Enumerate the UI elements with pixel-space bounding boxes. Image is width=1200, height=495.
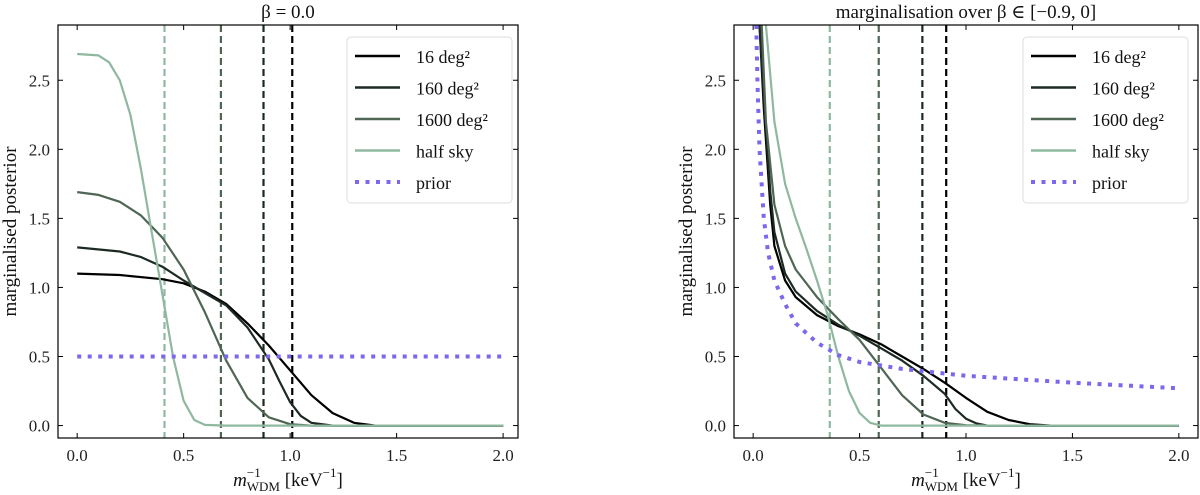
y-tick-label: 0.0	[705, 417, 726, 436]
legend-label-1: 160 deg²	[1092, 79, 1155, 99]
legend-label-4: prior	[416, 173, 451, 193]
y-tick-label: 0.0	[29, 417, 50, 436]
legend: 16 deg² 160 deg² 1600 deg² half sky prior	[1022, 36, 1189, 204]
y-tick-label: 1.0	[29, 278, 50, 297]
series-line-1	[758, 25, 1179, 427]
legend-box	[346, 36, 513, 204]
legend-label-0: 16 deg²	[416, 47, 470, 67]
x-label-unit-sup: −1	[323, 465, 337, 480]
y-tick-label: 1.5	[29, 209, 50, 228]
y-tick-label: 1.0	[705, 278, 726, 297]
series-line-0	[758, 25, 1179, 427]
x-label-close: ]	[1015, 470, 1021, 491]
x-label-unit-sup: −1	[1001, 465, 1015, 480]
x-tick-label: 1.0	[280, 446, 301, 465]
y-tick-label: 2.0	[29, 140, 50, 159]
x-label-close: ]	[337, 470, 343, 491]
x-label-symbol: m	[911, 470, 925, 491]
x-tick-label: 1.0	[955, 446, 976, 465]
series-line-0	[77, 272, 504, 427]
chart-panel-0: 0.0 0.5 1.0 1.5 2.0 0.0 0.5 1.0 1.5 2.0 2.5 β = 0.0…	[0, 2, 519, 494]
x-label-sub: WDM	[925, 479, 959, 494]
series-line-1	[77, 246, 504, 427]
x-tick-label: 0.0	[67, 446, 88, 465]
x-tick-label: 2.0	[492, 446, 513, 465]
x-axis-label: m−1 WDM [keV−1]	[911, 465, 1021, 494]
y-tick-label: 0.5	[705, 348, 726, 367]
legend-box	[1022, 36, 1189, 204]
x-label-sup: −1	[247, 465, 261, 480]
chart-title: β = 0.0	[261, 2, 315, 23]
y-tick-label: 0.5	[29, 348, 50, 367]
plot-area	[754, 25, 1179, 438]
x-label-sub: WDM	[247, 479, 281, 494]
x-label-symbol: m	[233, 470, 247, 491]
series-line-3	[764, 25, 1179, 427]
legend-label-4: prior	[1092, 173, 1127, 193]
series-line-2	[760, 25, 1179, 427]
y-tick-label: 1.5	[705, 209, 726, 228]
x-axis-label: m−1 WDM [keV−1]	[233, 465, 343, 494]
legend-label-1: 160 deg²	[416, 79, 479, 99]
axes-frame	[57, 24, 519, 439]
y-tick-label: 2.5	[29, 71, 50, 90]
x-tick-label: 1.5	[1062, 446, 1083, 465]
series-line-4	[754, 25, 1179, 391]
x-label-sup: −1	[925, 465, 939, 480]
y-tick-label: 2.0	[705, 140, 726, 159]
x-tick-label: 0.5	[173, 446, 194, 465]
legend: 16 deg² 160 deg² 1600 deg² half sky prior	[346, 36, 513, 204]
x-tick-label: 0.0	[743, 446, 764, 465]
x-tick-label: 0.5	[849, 446, 870, 465]
legend-label-3: half sky	[416, 142, 474, 162]
y-tick-label: 2.5	[705, 71, 726, 90]
legend-label-3: half sky	[1092, 142, 1150, 162]
plot-area	[77, 25, 504, 438]
legend-label-0: 16 deg²	[1092, 47, 1146, 67]
y-axis-label: marginalised posterior	[0, 146, 21, 317]
x-tick-label: 2.0	[1168, 446, 1189, 465]
series-line-2	[77, 191, 504, 427]
chart-title: marginalisation over β ∈ [−0.9, 0]	[836, 2, 1096, 23]
x-label-unit: [keV	[958, 470, 1001, 491]
x-tick-label: 1.5	[386, 446, 407, 465]
chart-panel-1: 0.0 0.5 1.0 1.5 2.0 0.0 0.5 1.0 1.5 2.0 2.5 margina…	[676, 2, 1199, 494]
legend-label-2: 1600 deg²	[416, 110, 488, 130]
y-axis-label: marginalised posterior	[676, 146, 697, 317]
x-label-unit: [keV	[280, 470, 323, 491]
series-line-3	[77, 52, 504, 427]
legend-label-2: 1600 deg²	[1092, 110, 1164, 130]
